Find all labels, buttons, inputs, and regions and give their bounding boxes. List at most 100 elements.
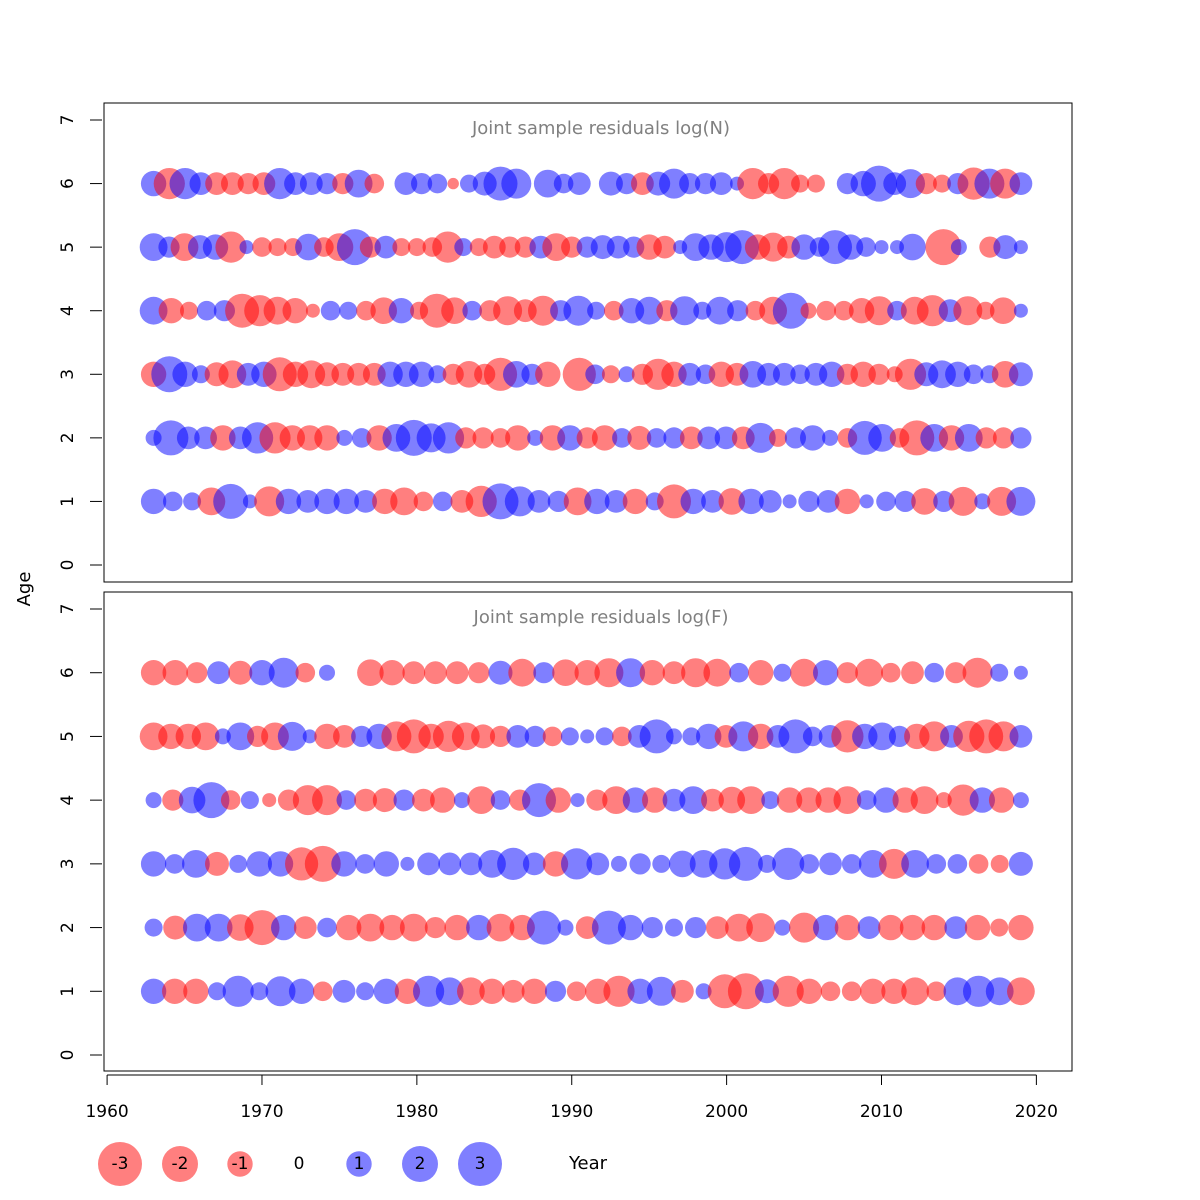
residual-bubble xyxy=(394,978,421,1004)
residual-bubble xyxy=(407,238,426,257)
residual-bubble xyxy=(616,658,646,688)
residual-bubble xyxy=(879,848,909,879)
residual-bubble xyxy=(447,177,459,190)
residual-bubble xyxy=(782,494,797,509)
residual-bubble xyxy=(455,427,477,449)
residual-bubble xyxy=(1013,240,1028,255)
legend-label: 2 xyxy=(415,1154,426,1174)
residual-bubble xyxy=(545,787,571,813)
residual-bubble xyxy=(586,852,610,876)
residual-bubble xyxy=(737,168,769,200)
residual-bubble xyxy=(1006,486,1036,516)
residual-bubble xyxy=(392,238,411,257)
residual-bubble xyxy=(790,658,818,687)
residual-bubble xyxy=(758,854,776,873)
legend-bubble xyxy=(402,1146,438,1182)
residual-bubble xyxy=(370,297,398,325)
residual-bubble xyxy=(820,981,841,1002)
residual-bubble xyxy=(689,850,718,878)
residual-bubble xyxy=(320,300,341,321)
x-tick-label: 2020 xyxy=(1015,1102,1058,1122)
residual-bubble xyxy=(954,424,983,452)
residual-bubble xyxy=(670,296,700,326)
residual-bubble xyxy=(207,661,231,685)
residual-bubble xyxy=(761,791,780,810)
residual-bubble xyxy=(772,292,809,329)
residual-bubble xyxy=(591,910,626,945)
residual-bubble xyxy=(860,978,886,1004)
residual-bubble xyxy=(347,362,370,386)
residual-bubble xyxy=(933,174,951,193)
residual-bubble xyxy=(302,729,317,744)
residual-bubble xyxy=(894,490,916,512)
residual-bubble xyxy=(193,782,230,819)
residual-bubble xyxy=(1008,362,1033,387)
residual-bubble xyxy=(745,422,776,453)
residual-bubble xyxy=(718,488,746,515)
residual-bubble xyxy=(428,365,447,384)
residual-bubble xyxy=(331,851,357,877)
residual-bubble xyxy=(791,234,817,260)
residual-bubble xyxy=(622,488,649,515)
residual-bubble xyxy=(521,978,547,1004)
residual-bubble xyxy=(316,173,338,195)
residual-bubble xyxy=(642,787,668,813)
y-tick-label: 1 xyxy=(58,986,78,997)
residual-bubble xyxy=(469,238,488,257)
residual-bubble xyxy=(413,491,434,512)
residual-bubble xyxy=(299,172,323,196)
residual-bubble xyxy=(239,240,254,255)
residual-bubble xyxy=(857,916,881,939)
residual-bubble xyxy=(544,980,567,1002)
x-tick-label: 1980 xyxy=(395,1102,438,1122)
residual-bubble xyxy=(333,488,359,515)
residual-bubble xyxy=(441,297,468,325)
y-tick-label: 6 xyxy=(58,667,78,678)
residual-bubble xyxy=(964,914,991,941)
residual-bubble xyxy=(263,296,292,325)
residual-bubble xyxy=(486,913,515,942)
residual-bubble xyxy=(816,490,840,513)
residual-bubble xyxy=(899,233,926,261)
residual-bubble xyxy=(800,302,817,319)
residual-bubble xyxy=(355,854,375,874)
y-tick-label: 7 xyxy=(58,115,78,126)
residual-bubble xyxy=(798,490,820,512)
residual-bubble xyxy=(304,845,341,882)
residual-bubble xyxy=(864,296,894,326)
residual-bubble xyxy=(164,854,185,874)
residual-bubble xyxy=(522,852,546,876)
residual-bubble xyxy=(182,850,210,878)
residual-bubble xyxy=(776,787,803,813)
residual-bubble xyxy=(471,724,496,749)
x-tick-label: 2010 xyxy=(860,1102,903,1122)
y-tick-label: 3 xyxy=(58,858,78,869)
residual-bubble xyxy=(183,978,209,1004)
residual-bubble xyxy=(855,658,883,687)
residual-bubble xyxy=(679,426,703,450)
y-tick-label: 4 xyxy=(58,795,78,806)
residual-bubble xyxy=(727,300,749,322)
residual-bubble xyxy=(172,361,198,387)
residual-bubble xyxy=(748,723,774,750)
residual-bubble xyxy=(183,913,211,942)
residual-bubble xyxy=(901,850,929,878)
residual-bubble xyxy=(503,361,530,388)
residual-bubble xyxy=(222,975,254,1007)
legend-label: 1 xyxy=(354,1154,365,1174)
residual-bubble xyxy=(925,229,962,266)
residual-bubble xyxy=(162,978,188,1004)
y-tick-label: 5 xyxy=(58,731,78,742)
residual-bubble xyxy=(427,173,448,194)
residual-bubble xyxy=(641,917,663,939)
residual-bubble xyxy=(453,792,470,809)
residual-bubble xyxy=(916,295,949,327)
residual-bubble xyxy=(454,238,473,257)
residual-bubble xyxy=(284,172,307,196)
residual-bubble xyxy=(586,789,608,811)
residual-bubble xyxy=(373,851,399,877)
residual-bubble xyxy=(394,172,418,196)
residual-bubble xyxy=(1012,792,1029,809)
residual-bubble xyxy=(351,428,372,448)
residual-bubble xyxy=(585,364,605,385)
